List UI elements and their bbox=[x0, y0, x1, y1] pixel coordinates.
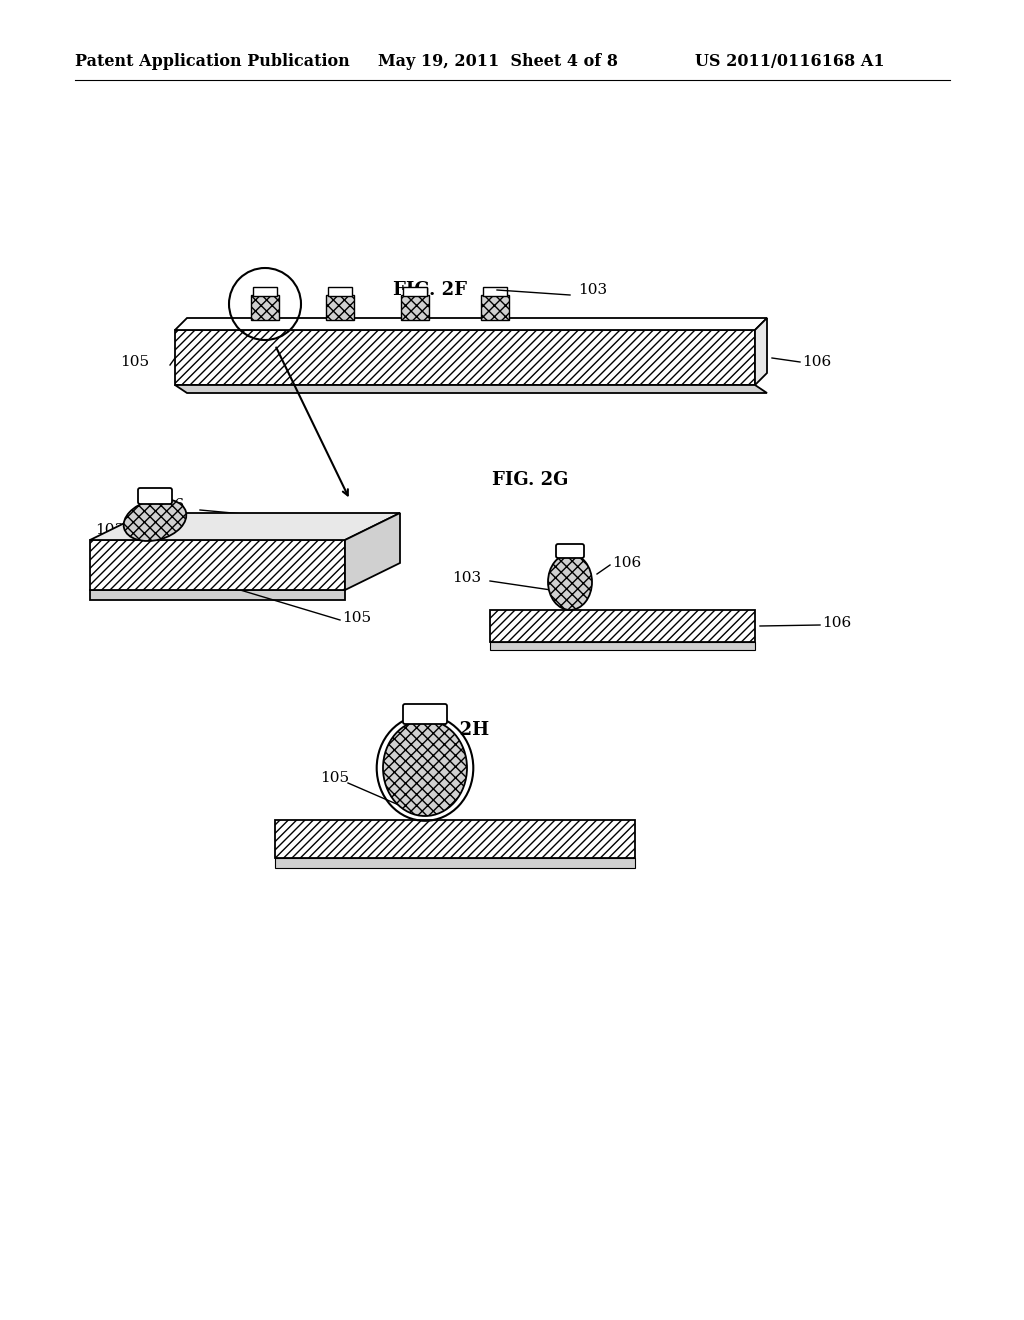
Text: 106: 106 bbox=[802, 355, 831, 370]
Text: 106: 106 bbox=[822, 616, 851, 630]
Bar bbox=[481, 294, 509, 319]
Polygon shape bbox=[175, 385, 767, 393]
Polygon shape bbox=[345, 513, 400, 590]
Text: 105: 105 bbox=[319, 771, 349, 785]
Text: 103: 103 bbox=[95, 523, 124, 537]
Bar bbox=[253, 286, 278, 296]
Text: Patent Application Publication: Patent Application Publication bbox=[75, 54, 350, 70]
Polygon shape bbox=[90, 513, 400, 540]
Ellipse shape bbox=[548, 554, 592, 610]
Bar bbox=[401, 294, 429, 319]
Text: 106: 106 bbox=[612, 556, 641, 570]
Bar bbox=[490, 642, 755, 649]
Text: 103: 103 bbox=[578, 282, 607, 297]
Text: FIG. 2G: FIG. 2G bbox=[492, 471, 568, 488]
Text: 105: 105 bbox=[342, 611, 371, 624]
FancyBboxPatch shape bbox=[556, 544, 584, 558]
Polygon shape bbox=[175, 318, 767, 330]
Ellipse shape bbox=[383, 719, 467, 816]
Bar bbox=[90, 540, 345, 590]
Bar bbox=[403, 286, 427, 296]
Bar bbox=[328, 286, 352, 296]
FancyBboxPatch shape bbox=[403, 704, 447, 723]
Bar bbox=[90, 590, 345, 601]
Bar bbox=[490, 610, 755, 642]
Bar bbox=[175, 330, 755, 385]
Text: FIG. 2H: FIG. 2H bbox=[411, 721, 489, 739]
Bar bbox=[326, 294, 354, 319]
Bar bbox=[275, 820, 635, 858]
FancyBboxPatch shape bbox=[138, 488, 172, 504]
Text: 106: 106 bbox=[155, 498, 184, 512]
Bar bbox=[251, 294, 279, 319]
Bar bbox=[483, 286, 507, 296]
Bar bbox=[275, 858, 635, 869]
Polygon shape bbox=[755, 318, 767, 385]
Text: FIG. 2F: FIG. 2F bbox=[393, 281, 467, 300]
Text: May 19, 2011  Sheet 4 of 8: May 19, 2011 Sheet 4 of 8 bbox=[378, 54, 618, 70]
Text: 103: 103 bbox=[452, 572, 481, 585]
Text: 105: 105 bbox=[120, 355, 150, 370]
Ellipse shape bbox=[124, 499, 186, 541]
Text: US 2011/0116168 A1: US 2011/0116168 A1 bbox=[695, 54, 885, 70]
